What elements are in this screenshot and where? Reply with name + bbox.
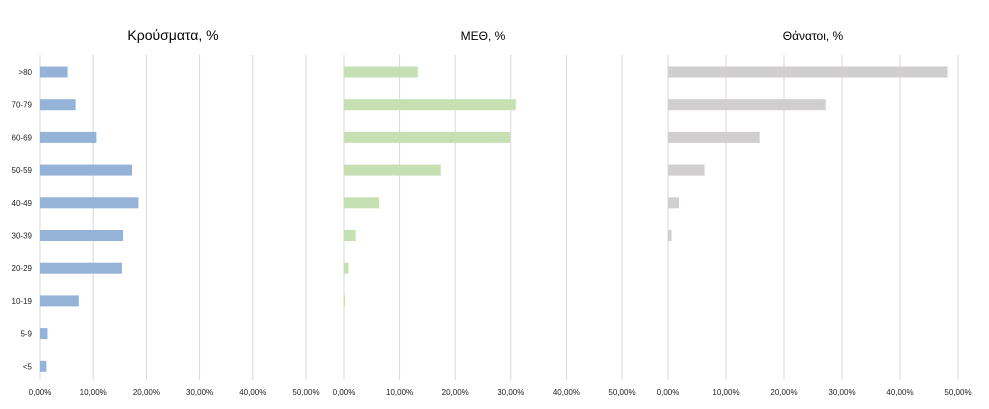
bar xyxy=(40,164,133,176)
category-label: 40-49 xyxy=(12,199,33,208)
bar xyxy=(40,197,139,209)
bar xyxy=(344,295,346,307)
bar xyxy=(40,295,79,307)
category-label: 10-19 xyxy=(12,297,33,306)
bar xyxy=(344,262,349,274)
x-tick-label: 40,00% xyxy=(886,388,913,397)
panel-title: Κρούσματα, % xyxy=(127,27,218,43)
category-label: 50-59 xyxy=(12,166,33,175)
bar xyxy=(40,328,48,340)
category-label: >80 xyxy=(18,68,32,77)
category-label: <5 xyxy=(23,362,33,371)
bar xyxy=(344,131,511,143)
x-tick-label: 0,00% xyxy=(657,388,680,397)
panel-1: 0,00% 10,00% 20,00% 30,00% 40,00% 50,00% Κρούσ… xyxy=(29,27,320,397)
x-tick-label: 50,00% xyxy=(608,388,635,397)
x-tick-label: 0,00% xyxy=(333,388,356,397)
x-tick-label: 30,00% xyxy=(497,388,524,397)
category-label: 70-79 xyxy=(12,101,33,110)
bar xyxy=(344,66,418,78)
x-tick-label: 20,00% xyxy=(442,388,469,397)
category-label: 30-39 xyxy=(12,232,33,241)
bar xyxy=(344,230,356,241)
x-tick-label: 40,00% xyxy=(239,388,266,397)
panel-2: 0,00% 10,00% 20,00% 30,00% 40,00% 50,00% ΜΕΘ, … xyxy=(333,29,636,397)
x-tick-label: 50,00% xyxy=(292,388,319,397)
bar xyxy=(668,131,760,143)
x-tick-label: 40,00% xyxy=(553,388,580,397)
x-tick-label: 10,00% xyxy=(80,388,107,397)
category-label: 20-29 xyxy=(12,264,33,273)
bar xyxy=(40,360,47,372)
bar xyxy=(344,99,516,111)
bar xyxy=(668,230,672,241)
panel-title: ΜΕΘ, % xyxy=(461,29,506,43)
x-tick-label: 30,00% xyxy=(186,388,213,397)
category-label: 5-9 xyxy=(20,330,32,339)
bar xyxy=(40,131,97,143)
bar xyxy=(40,66,68,78)
bar xyxy=(40,230,123,241)
category-label: 60-69 xyxy=(12,133,33,142)
bar xyxy=(668,164,705,176)
panel-3: 0,00% 10,00% 20,00% 30,00% 40,00% 50,00% Θάνατ… xyxy=(657,29,972,397)
bar xyxy=(668,66,948,78)
x-tick-label: 10,00% xyxy=(712,388,739,397)
x-tick-label: 20,00% xyxy=(770,388,797,397)
bar xyxy=(40,99,76,111)
x-tick-label: 0,00% xyxy=(29,388,52,397)
x-tick-label: 50,00% xyxy=(944,388,971,397)
x-tick-label: 10,00% xyxy=(386,388,413,397)
bar xyxy=(344,197,380,209)
panel-title: Θάνατοι, % xyxy=(783,29,844,43)
bar xyxy=(40,262,122,274)
bar xyxy=(668,99,826,111)
bar xyxy=(668,197,680,209)
bar xyxy=(344,164,441,176)
x-tick-label: 20,00% xyxy=(133,388,160,397)
x-tick-label: 30,00% xyxy=(828,388,855,397)
